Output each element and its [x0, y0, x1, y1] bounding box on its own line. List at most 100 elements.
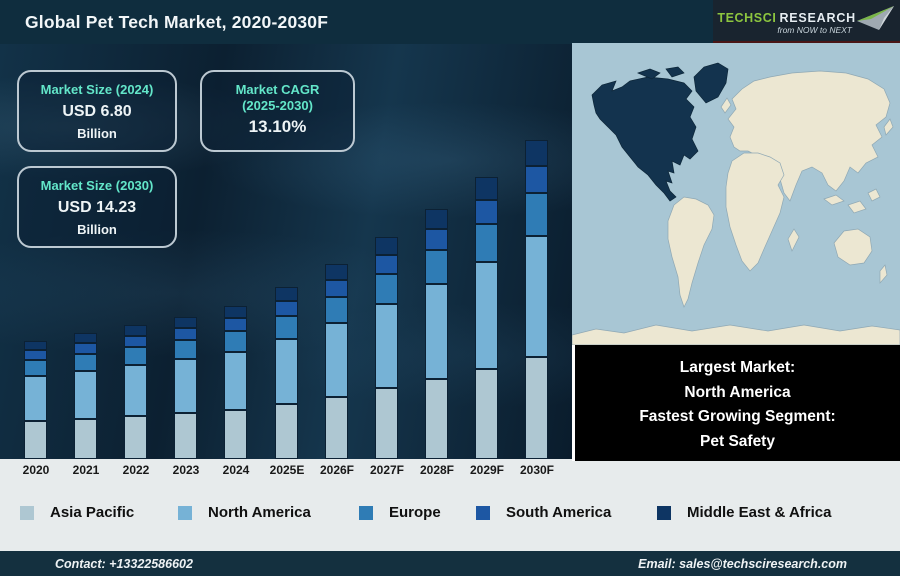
market-size-2030-unit: Billion — [77, 222, 117, 237]
bar-segment-asia-pacific — [24, 421, 47, 459]
bar-segment-north-america — [275, 339, 298, 404]
bar-segment-europe — [275, 316, 298, 339]
legend-swatch-icon — [178, 505, 192, 520]
chart-bars — [0, 44, 572, 459]
bar-segment-europe — [325, 297, 348, 323]
bar-segment-south-america — [525, 166, 548, 193]
legend-swatch-icon — [359, 505, 373, 520]
island-madagascar — [787, 228, 800, 252]
bar-segment-asia-pacific — [525, 357, 548, 459]
bar-2029F — [475, 177, 498, 459]
bar-2028F — [425, 209, 448, 459]
bar-segment-europe — [525, 193, 548, 236]
bar-segment-north-america — [425, 284, 448, 379]
arctic-islands-2 — [665, 66, 685, 78]
bar-segment-middle-east-africa — [74, 333, 97, 343]
bar-2025E — [275, 287, 298, 459]
market-cagr-value: 13.10% — [248, 117, 307, 136]
bar-segment-south-america — [425, 229, 448, 250]
bar-2026F — [325, 264, 348, 459]
bar-segment-asia-pacific — [174, 413, 197, 459]
island-philippines — [867, 188, 881, 202]
footer-bar: Contact: +13322586602 Email: sales@techs… — [0, 551, 900, 576]
island-new-guinea — [847, 200, 867, 214]
bar-segment-south-america — [475, 200, 498, 224]
bar-segment-middle-east-africa — [24, 341, 47, 350]
x-axis-label-2028F: 2028F — [419, 463, 455, 477]
bar-segment-middle-east-africa — [525, 140, 548, 166]
bar-segment-middle-east-africa — [325, 264, 348, 280]
bar-segment-europe — [124, 347, 147, 365]
bar-segment-north-america — [224, 352, 247, 410]
bar-segment-middle-east-africa — [174, 317, 197, 328]
bar-segment-north-america — [525, 236, 548, 357]
world-map — [572, 43, 900, 345]
arctic-islands — [637, 68, 661, 80]
key-facts-callout: Largest Market: North America Fastest Gr… — [572, 345, 900, 461]
bar-segment-asia-pacific — [124, 416, 147, 459]
island-indonesia — [823, 194, 845, 206]
footer-email: Email: sales@techsciresearch.com — [638, 556, 847, 571]
legend-swatch-icon — [20, 505, 34, 520]
legend-swatch-icon — [476, 505, 490, 520]
bar-segment-south-america — [275, 301, 298, 316]
legend-label: South America — [506, 504, 612, 521]
bar-segment-middle-east-africa — [275, 287, 298, 301]
bar-segment-south-america — [24, 350, 47, 360]
bar-segment-north-america — [24, 376, 47, 421]
bar-segment-south-america — [74, 343, 97, 354]
continent-antarctica — [572, 324, 900, 345]
bar-segment-north-america — [74, 371, 97, 419]
bar-segment-north-america — [475, 262, 498, 369]
bar-segment-europe — [74, 354, 97, 371]
market-cagr-subtitle: (2025-2030) — [242, 98, 313, 113]
world-map-svg — [572, 43, 900, 345]
bar-segment-south-america — [224, 318, 247, 331]
continent-south-america — [667, 196, 715, 308]
logo-wordmark: TechSci Research — [717, 9, 856, 27]
bar-segment-middle-east-africa — [124, 325, 147, 336]
logo-arrow-icon — [857, 6, 894, 30]
x-axis-label-2022: 2022 — [122, 463, 150, 477]
bar-segment-asia-pacific — [224, 410, 247, 459]
bar-2022 — [124, 325, 147, 459]
bar-segment-north-america — [375, 304, 398, 388]
market-size-2030-box: Market Size (2030) USD 14.23 Billion — [17, 166, 177, 248]
chart-footer-area: 2020 2021 2022 2023 2024 2025E 2026F 2027F 2028F… — [0, 459, 900, 551]
bar-segment-middle-east-africa — [425, 209, 448, 229]
continent-australia — [833, 228, 873, 266]
bar-segment-europe — [174, 340, 197, 359]
callout-line-fastest-segment-value: Pet Safety — [700, 432, 775, 450]
bar-segment-asia-pacific — [475, 369, 498, 459]
bar-segment-europe — [224, 331, 247, 352]
market-size-2024-title: Market Size (2024) — [40, 82, 154, 97]
bar-2027F — [375, 237, 398, 459]
techsci-logo: TechSci Research from NOW to NEXT — [713, 0, 900, 44]
legend-item-middle-east-africa: Middle East & Africa — [657, 504, 831, 521]
bar-segment-asia-pacific — [275, 404, 298, 459]
market-size-2030-title: Market Size (2030) — [40, 178, 154, 193]
bar-2024 — [224, 306, 247, 459]
market-size-2024-value: USD 6.80 — [62, 103, 132, 120]
legend-item-asia-pacific: Asia Pacific — [20, 504, 134, 521]
market-size-2024-box: Market Size (2024) USD 6.80 Billion — [17, 70, 177, 152]
x-axis-label-2029F: 2029F — [469, 463, 505, 477]
north-america-region — [591, 76, 699, 202]
legend-item-north-america: North America — [178, 504, 311, 521]
logo-tagline: from NOW to NEXT — [777, 25, 852, 35]
bar-segment-asia-pacific — [375, 388, 398, 459]
bar-2020 — [24, 341, 47, 459]
x-axis-label-2026F: 2026F — [319, 463, 355, 477]
x-axis-label-2020: 2020 — [22, 463, 50, 477]
market-cagr-box: Market CAGR (2025-2030) 13.10% — [200, 70, 355, 152]
island-japan — [883, 118, 894, 136]
x-axis-label-2027F: 2027F — [369, 463, 405, 477]
page-title: Global Pet Tech Market, 2020-2030F — [25, 12, 329, 32]
legend-item-europe: Europe — [359, 504, 441, 521]
bar-segment-europe — [375, 274, 398, 304]
continent-eurasia — [727, 70, 891, 202]
bar-segment-south-america — [124, 336, 147, 347]
bar-segment-asia-pacific — [325, 397, 348, 459]
bar-2021 — [74, 333, 97, 459]
